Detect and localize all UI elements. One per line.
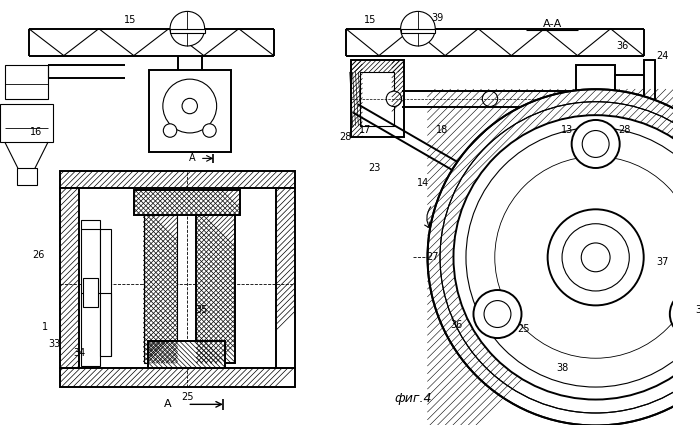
Circle shape [670,290,700,338]
Text: 35: 35 [195,305,208,315]
Bar [615,75,648,123]
Text: фиг.4: фиг.4 [394,392,432,405]
Bar [149,70,230,151]
Circle shape [484,301,511,328]
Bar [80,220,100,366]
Text: 27: 27 [426,252,439,262]
Bar [197,215,235,363]
Circle shape [163,79,216,133]
Bar [351,60,403,137]
Text: 36: 36 [450,319,463,329]
Bar [60,188,79,368]
Circle shape [203,124,216,137]
Circle shape [680,301,700,328]
Bar [5,65,48,99]
Circle shape [386,91,402,106]
Text: 28: 28 [340,132,352,142]
Circle shape [163,124,177,137]
Text: 15: 15 [123,15,136,25]
Text: 28: 28 [618,125,631,135]
Bar [577,65,615,132]
Text: 13: 13 [561,125,573,135]
Bar [100,230,111,356]
Text: 34: 34 [74,349,86,358]
Text: 33: 33 [48,339,61,349]
Bar [276,188,295,368]
Circle shape [440,102,700,413]
Circle shape [454,115,700,400]
Circle shape [466,128,700,387]
Bar [170,29,204,33]
Circle shape [170,11,204,46]
Bar [644,60,655,137]
Text: 38: 38 [556,363,568,373]
Text: 37: 37 [657,257,669,267]
Circle shape [473,290,522,338]
Circle shape [428,89,700,425]
Text: 17: 17 [359,125,371,135]
Bar [0,104,52,142]
Bar [400,29,435,33]
Text: 18: 18 [436,125,448,135]
Text: А: А [189,153,195,163]
Text: 16: 16 [30,128,43,138]
Text: 39: 39 [431,13,443,23]
Circle shape [400,11,435,46]
Text: 26: 26 [32,250,45,260]
Text: 24: 24 [657,51,669,61]
Text: 25: 25 [181,391,194,401]
Circle shape [582,131,609,158]
Bar [18,168,36,185]
Circle shape [572,120,620,168]
Text: А-А: А-А [542,19,562,29]
Text: 15: 15 [364,15,376,25]
Text: 36: 36 [617,41,629,51]
Text: 1: 1 [42,322,48,332]
Circle shape [482,91,498,106]
Circle shape [495,157,696,358]
Circle shape [547,209,644,306]
Bar [60,368,295,387]
Text: 36: 36 [695,305,700,315]
Circle shape [562,224,629,291]
Circle shape [182,99,197,114]
Text: 14: 14 [416,178,429,188]
Bar [134,190,239,215]
Text: 23: 23 [368,163,381,173]
Circle shape [581,243,610,272]
Bar [83,279,98,307]
Text: 25: 25 [517,324,530,335]
Bar [148,341,225,368]
Bar [360,72,394,126]
Bar [144,215,177,363]
Bar [60,171,295,188]
Text: А: А [164,399,172,409]
